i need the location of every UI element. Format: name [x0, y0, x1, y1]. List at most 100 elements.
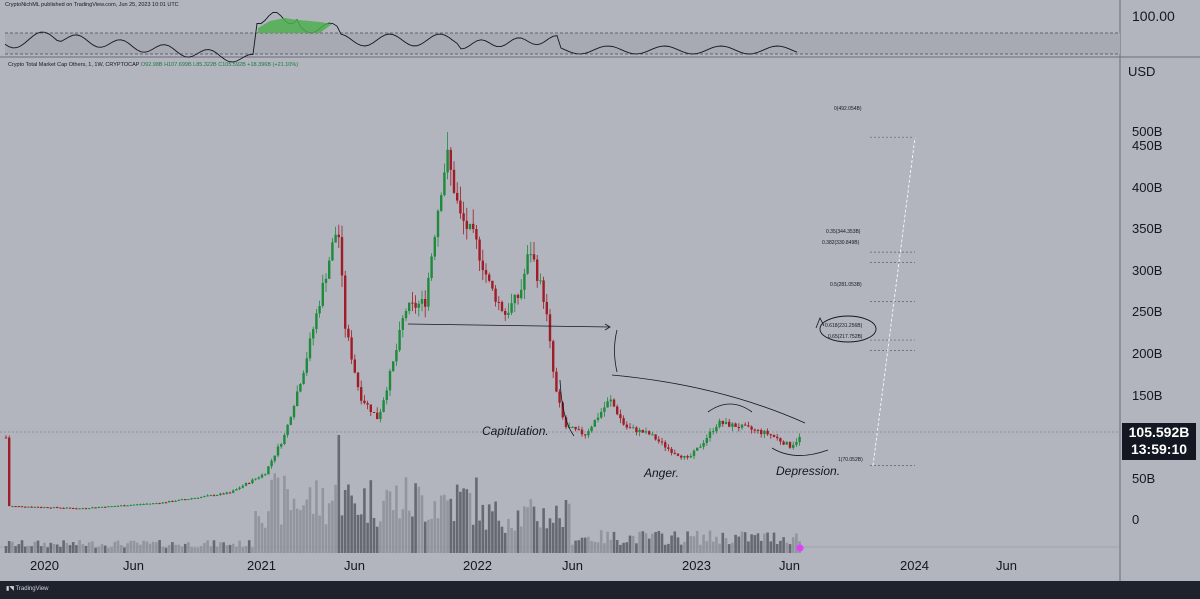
volume-bar [43, 542, 46, 553]
volume-bar [433, 501, 437, 553]
candle-body [657, 439, 660, 442]
volume-bar [593, 541, 597, 553]
tradingview-brand: TradingView [15, 586, 49, 592]
volume-bar [462, 488, 465, 553]
volume-bar [135, 542, 139, 553]
volume-bar [180, 546, 184, 553]
candle-body [75, 508, 78, 510]
volume-bar [590, 541, 593, 553]
candle-body [465, 220, 468, 229]
volume-bar [292, 498, 296, 553]
candle-body [308, 338, 312, 359]
volume-bar [657, 531, 661, 553]
volume-bar [439, 495, 443, 553]
candle-body [731, 423, 734, 427]
time-label: 2022 [463, 558, 492, 573]
candle-body [654, 434, 657, 440]
volume-bar [385, 489, 389, 553]
volume-bar [100, 544, 104, 553]
symbol-legend: Crypto Total Market Cap Others, 1, 1W, C… [8, 62, 298, 68]
candle-body [56, 507, 59, 509]
candle-body [334, 234, 337, 243]
candle-body [712, 431, 715, 433]
bar-countdown: 13:59:10 [1130, 441, 1188, 457]
candle-body [254, 478, 257, 480]
candle-body [475, 229, 478, 240]
rsi-band [5, 33, 1120, 54]
volume-bar [247, 540, 251, 553]
price-tick: 250B [1132, 304, 1163, 319]
candle-body [94, 507, 97, 509]
drawn-curve [614, 329, 618, 373]
volume-bar [209, 546, 213, 553]
candle-body [72, 508, 75, 509]
candle-body [110, 506, 113, 508]
volume-bar [263, 527, 267, 553]
candle-body [740, 424, 744, 428]
volume-bar [286, 489, 289, 553]
volume-bar [647, 538, 651, 553]
time-label: Jun [344, 558, 365, 573]
candle-body [788, 442, 792, 448]
volume-bar [769, 541, 773, 553]
candle-body [289, 417, 292, 425]
volume-bar [689, 536, 693, 553]
volume-bar [564, 500, 568, 553]
candle-body [8, 437, 11, 507]
candle-body [372, 412, 376, 413]
candle-body [606, 401, 609, 408]
volume-bar [235, 546, 238, 553]
candle-body [520, 289, 523, 299]
annotation-capitulation: Capitulation. [482, 424, 549, 438]
volume-bar [510, 527, 513, 553]
candle-body [504, 311, 507, 315]
candle-body [292, 406, 296, 418]
volume-bar [449, 498, 453, 553]
candle-body [488, 274, 491, 281]
candle-body [577, 429, 580, 431]
candle-body [331, 242, 334, 261]
volume-bar [455, 484, 459, 553]
volume-bar [471, 524, 475, 553]
volume-bar [110, 547, 113, 553]
rsi-axis-label: 100.00 [1132, 8, 1175, 24]
volume-bar [315, 480, 318, 553]
volume-bar [679, 544, 683, 553]
candle-body [436, 210, 440, 238]
candle-body [360, 387, 363, 401]
capitulation-curve [559, 379, 575, 437]
candle-body [481, 260, 484, 271]
volume-bar [443, 494, 446, 553]
candle-body [721, 420, 724, 425]
candle-body [532, 254, 536, 260]
candle-body [129, 504, 132, 506]
candle-body [68, 507, 72, 509]
volume-bar [145, 541, 149, 553]
candle-body [590, 426, 593, 432]
volume-bar [683, 541, 686, 553]
candle-body [622, 418, 625, 425]
time-label: Jun [996, 558, 1017, 573]
volume-bar [561, 527, 565, 553]
volume-bar [215, 546, 219, 553]
candle-body [62, 507, 65, 509]
candle-body [36, 506, 40, 508]
volume-bar [7, 541, 11, 553]
fib-label: 0(492.054B) [834, 106, 862, 112]
volume-bar [555, 505, 558, 553]
volume-bar [299, 509, 302, 553]
candle-body [244, 483, 248, 486]
candle-body [612, 399, 616, 407]
candle-body [763, 430, 766, 434]
candle-body [356, 372, 360, 388]
candle-body [603, 407, 606, 412]
volume-bar [478, 520, 481, 553]
volume-bar [785, 542, 789, 553]
volume-bar [366, 522, 369, 553]
volume-bar [148, 543, 152, 553]
volume-bar [350, 495, 353, 553]
candle-body [376, 412, 379, 420]
volume-bar [193, 547, 197, 553]
